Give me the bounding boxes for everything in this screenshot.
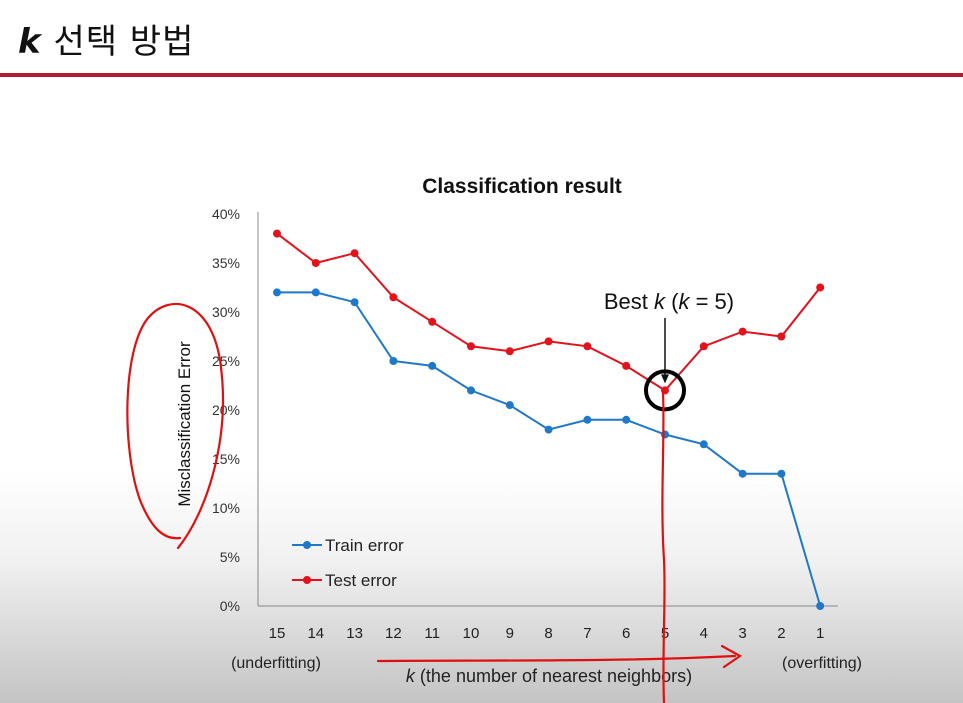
test-error-point: [389, 293, 398, 302]
test-error-point: [622, 361, 631, 370]
x-axis-labels: 15 14 13 12 11 10 9 8 7 6 5 4 3 2 1: [269, 625, 825, 642]
pen-vertical-line-best-k: [661, 390, 666, 703]
train-error-point: [816, 602, 825, 610]
train-error-point: [699, 440, 708, 449]
underfitting-note: (underfitting): [231, 655, 321, 672]
train-error-point: [622, 415, 631, 424]
y-tick-label: 10%: [212, 500, 240, 516]
x-tick-label: 12: [385, 625, 402, 642]
y-tick-label: 20%: [212, 402, 240, 418]
train-error-point: [350, 298, 359, 307]
x-tick-label: 4: [700, 625, 708, 642]
train-error-point: [505, 401, 514, 410]
y-tick-label: 5%: [220, 549, 240, 565]
legend-train-label: Train error: [325, 536, 404, 555]
y-tick-label: 0%: [220, 598, 240, 614]
test-error-point: [428, 317, 437, 326]
test-error-point: [350, 249, 359, 258]
x-axis-title-text: (the number of nearest neighbors): [415, 666, 692, 686]
y-tick-label: 15%: [212, 451, 240, 467]
test-error-point: [816, 283, 825, 292]
train-error-point: [273, 288, 281, 297]
test-error-point: [467, 342, 475, 351]
y-tick-label: 40%: [212, 206, 240, 222]
x-axis-title: k (the number of nearest neighbors): [406, 666, 692, 686]
x-tick-label: 11: [424, 625, 440, 642]
x-tick-label: 10: [463, 625, 480, 642]
pen-annotations: [126, 302, 743, 703]
train-error-point: [777, 469, 786, 478]
x-tick-label: 13: [346, 625, 363, 642]
slide-title-text: 선택 방법: [53, 22, 195, 62]
best-k-circle: [644, 369, 686, 412]
pen-arrow-shaft: [376, 654, 737, 663]
y-tick-label: 30%: [212, 304, 240, 320]
train-error-point: [311, 288, 320, 297]
x-tick-label: 9: [506, 625, 514, 642]
x-tick-label: 3: [738, 625, 746, 642]
slide-title: k 선택 방법: [18, 14, 194, 63]
legend-train-marker: [303, 541, 311, 549]
legend: Train error Test error: [292, 536, 404, 590]
test-error-point: [311, 259, 320, 267]
title-divider: [0, 73, 963, 77]
chart-title: Classification result: [422, 175, 622, 198]
train-error-point: [661, 430, 669, 439]
x-tick-label: 6: [622, 625, 630, 642]
best-k-annotation: Best k (k = 5): [604, 289, 734, 314]
test-error-line: [276, 232, 821, 392]
train-error-point: [583, 415, 592, 424]
test-error-point: [583, 342, 592, 351]
y-axis-title: Misclassification Error: [175, 341, 194, 507]
legend-test-label: Test error: [325, 571, 397, 590]
train-error-point: [467, 386, 475, 395]
pen-arrow-head: [720, 644, 743, 669]
test-error-point: [777, 332, 786, 341]
test-error-point: [273, 229, 281, 238]
x-tick-label: 15: [269, 625, 286, 642]
y-tick-label: 35%: [212, 255, 240, 271]
test-error-point: [699, 342, 708, 351]
x-tick-label: 8: [544, 625, 552, 642]
x-tick-label: 2: [777, 625, 785, 642]
x-tick-label: 1: [816, 625, 824, 642]
train-error-point: [544, 425, 553, 434]
overfitting-note: (overfitting): [782, 655, 862, 672]
y-tick-label: 25%: [212, 353, 240, 369]
pen-ellipse-around-ylabel: [126, 302, 224, 550]
best-k-arrowhead: [661, 374, 669, 384]
train-error-point: [738, 469, 747, 478]
x-tick-label: 5: [661, 625, 669, 642]
x-tick-label: 14: [307, 625, 324, 642]
train-error-point: [389, 357, 398, 365]
x-axis-title-k: k: [406, 666, 416, 686]
slide-title-k: k: [18, 22, 42, 62]
test-error-point: [505, 347, 514, 356]
test-error-point: [544, 337, 553, 346]
legend-test-marker: [303, 576, 311, 584]
test-error-point: [738, 327, 747, 336]
x-tick-label: 7: [583, 625, 591, 642]
y-axis-labels: 0% 5% 10% 15% 20% 25% 30% 35% 40%: [212, 206, 240, 614]
train-error-point: [428, 361, 437, 370]
